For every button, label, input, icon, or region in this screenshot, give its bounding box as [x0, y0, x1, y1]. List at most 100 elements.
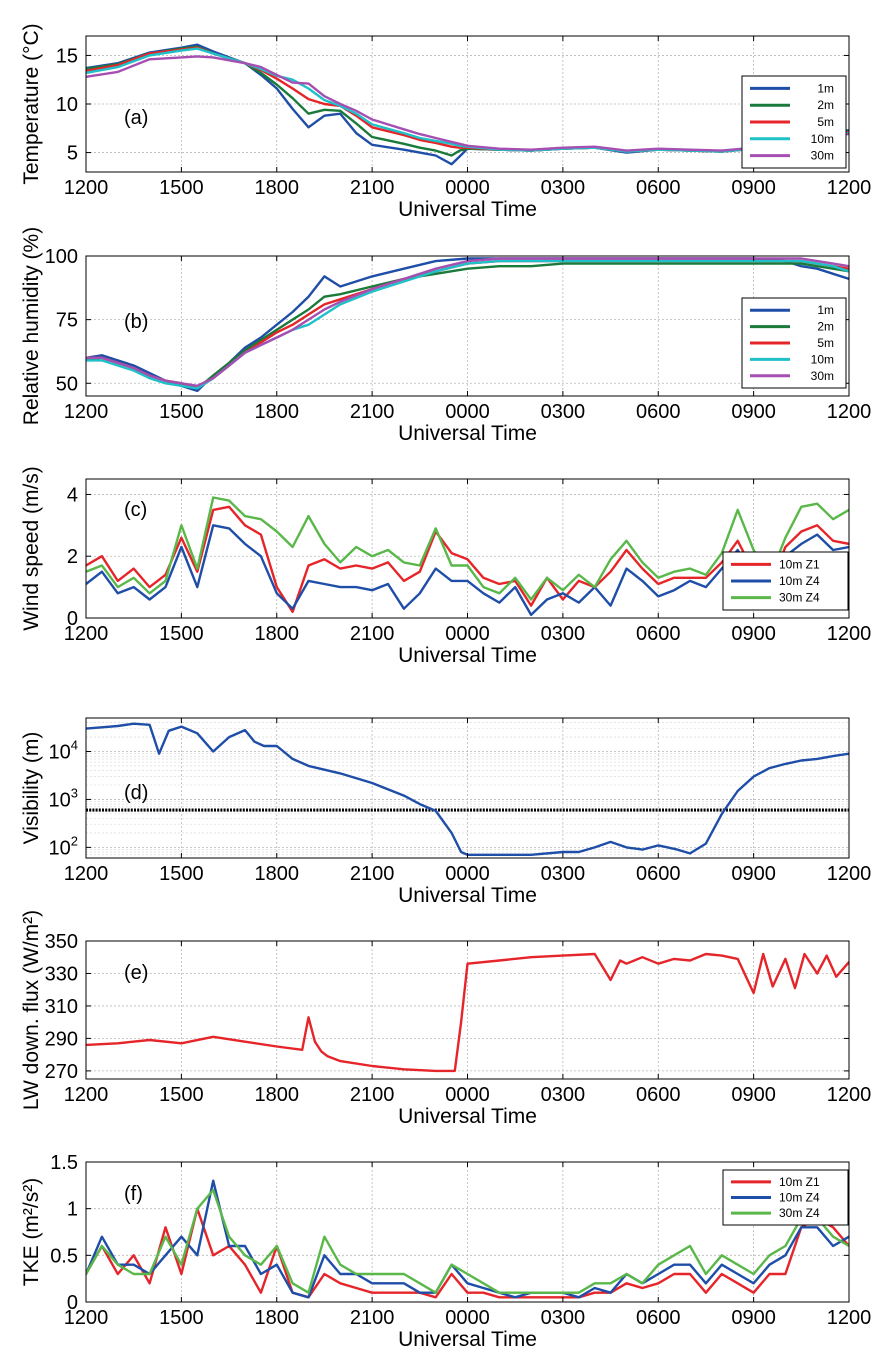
x-tick-label: 0600	[636, 623, 681, 645]
legend: 1m 2m 5m 10m 30m	[741, 75, 847, 169]
x-tick-label: 1200	[64, 401, 109, 423]
y-tick-label-base: 10	[49, 742, 71, 764]
legend-entry: 1m	[817, 81, 834, 95]
gridlines	[86, 256, 849, 396]
panel-label: (a)	[124, 107, 148, 129]
series-line-30m	[86, 257, 849, 387]
y-tick-label: 270	[45, 1061, 78, 1083]
legend: 1m 2m 5m 10m 30m	[741, 297, 847, 389]
panel-b: 1200 1500 1800 2100 0000 0300 0600 0900 1200 Univ…	[20, 227, 871, 445]
x-tick-label: 0300	[541, 401, 586, 423]
x-tick-label: 1800	[255, 623, 300, 645]
legend-entry: 30m Z4	[779, 591, 820, 605]
x-tick-label: 1200	[64, 1307, 109, 1329]
x-tick-label: 1200	[827, 177, 872, 199]
x-tick-label: 0900	[731, 401, 776, 423]
x-tick-label: 1500	[159, 863, 204, 885]
x-tick-label: 0600	[636, 401, 681, 423]
x-tick-label: 2100	[350, 177, 395, 199]
legend-entry: 10m Z1	[779, 557, 820, 571]
x-tick-label: 2100	[350, 623, 395, 645]
x-tick-label: 1200	[64, 623, 109, 645]
y-tick-label-base: 10	[49, 837, 71, 859]
y-tick-label: 330	[45, 963, 78, 985]
y-axis-label: Visibility (m)	[20, 732, 43, 845]
x-tick-label: 1200	[64, 1084, 109, 1106]
panel-f: 1200 1500 1800 2100 0000 0300 0600 0900 1200 Univ…	[20, 1152, 871, 1351]
y-tick-label: 102	[49, 833, 78, 859]
x-tick-label: 1200	[827, 1307, 872, 1329]
y-tick-label: 1	[67, 1199, 78, 1221]
y-axis-label: LW down. flux (W/m²)	[20, 910, 43, 1110]
y-tick-label: 10	[56, 94, 78, 116]
panel-a: 1200 1500 1800 2100 0000 0300 0600 0900 1200 Univ…	[20, 23, 871, 221]
x-axis-label: Universal Time	[398, 198, 537, 221]
x-axis: 1200 1500 1800 2100 0000 0300 0600 0900 1200 Univ…	[64, 718, 872, 907]
y-axis-label: Temperature (°C)	[20, 23, 43, 184]
y-tick-label-exponent: 4	[71, 738, 78, 753]
gridlines	[86, 717, 849, 859]
series-line-10m-z1	[86, 505, 849, 613]
y-tick-label-exponent: 2	[71, 833, 78, 848]
x-axis: 1200 1500 1800 2100 0000 0300 0600 0900 1200 Univ…	[64, 941, 871, 1128]
x-tick-label: 0000	[445, 401, 490, 423]
x-tick-label: 0300	[541, 177, 586, 199]
plot-area	[86, 952, 849, 1073]
legend-entry: 30m	[811, 369, 834, 383]
x-axis-label: Universal Time	[398, 422, 537, 445]
x-tick-label: 1800	[255, 177, 300, 199]
x-tick-label: 0900	[731, 863, 776, 885]
plot-area	[86, 722, 849, 856]
gridlines	[86, 1162, 849, 1302]
legend-entry: 30m Z4	[779, 1206, 820, 1220]
legend-entry: 10m Z4	[779, 574, 820, 588]
y-tick-label-exponent: 3	[71, 785, 78, 800]
x-tick-label: 1200	[827, 863, 872, 885]
panel-c: 1200 1500 1800 2100 0000 0300 0600 0900 1200 Univ…	[20, 466, 871, 667]
legend-entry: 2m	[817, 98, 834, 112]
y-tick-label: 15	[56, 45, 78, 67]
gridlines	[86, 941, 849, 1079]
y-tick-label: 5	[67, 143, 78, 165]
legend-entry: 2m	[817, 320, 834, 334]
x-axis: 1200 1500 1800 2100 0000 0300 0600 0900 1200 Univ…	[64, 479, 871, 667]
y-axis-label: TKE (m²/s²)	[20, 1178, 43, 1286]
plot-area	[86, 1179, 849, 1299]
x-tick-label: 1500	[159, 1307, 204, 1329]
y-tick-label-base: 10	[49, 789, 71, 811]
legend-entry: 30m	[811, 149, 834, 163]
series-line-30m	[86, 55, 849, 152]
series-line-lw-down	[86, 952, 849, 1073]
panel-e: 1200 1500 1800 2100 0000 0300 0600 0900 1200 Univ…	[20, 910, 871, 1128]
plot-area	[86, 257, 849, 393]
series-line-30m-z4	[86, 496, 849, 601]
legend: 10m Z1 10m Z4 30m Z4	[722, 551, 849, 611]
legend-entry: 10m	[811, 132, 834, 146]
legend-entry: 10m Z1	[779, 1175, 820, 1189]
series-line-10m	[86, 259, 849, 390]
y-tick-label: 350	[45, 931, 78, 953]
y-tick-label: 100	[45, 246, 78, 268]
x-axis-label: Universal Time	[398, 644, 537, 667]
x-tick-label: 0300	[541, 1307, 586, 1329]
x-axis: 1200 1500 1800 2100 0000 0300 0600 0900 1200 Univ…	[64, 1162, 872, 1351]
y-tick-label: 310	[45, 996, 78, 1018]
x-tick-label: 0000	[445, 1307, 490, 1329]
x-tick-label: 0000	[445, 177, 490, 199]
y-axis-label: Relative humidity (%)	[20, 227, 43, 425]
panel-label: (e)	[124, 962, 148, 984]
series-line-10m-z4	[86, 1179, 849, 1299]
x-tick-label: 1800	[255, 1084, 300, 1106]
panel-label: (c)	[124, 499, 147, 521]
y-tick-label: 0	[67, 608, 78, 630]
x-axis-label: Universal Time	[398, 1105, 537, 1128]
y-axis-label: Wind speed (m/s)	[20, 466, 43, 631]
series-line-30m-z4	[86, 1188, 849, 1294]
x-axis-label: Universal Time	[398, 884, 537, 907]
x-tick-label: 1800	[255, 401, 300, 423]
x-tick-label: 0600	[636, 863, 681, 885]
legend-entry: 1m	[817, 303, 834, 317]
